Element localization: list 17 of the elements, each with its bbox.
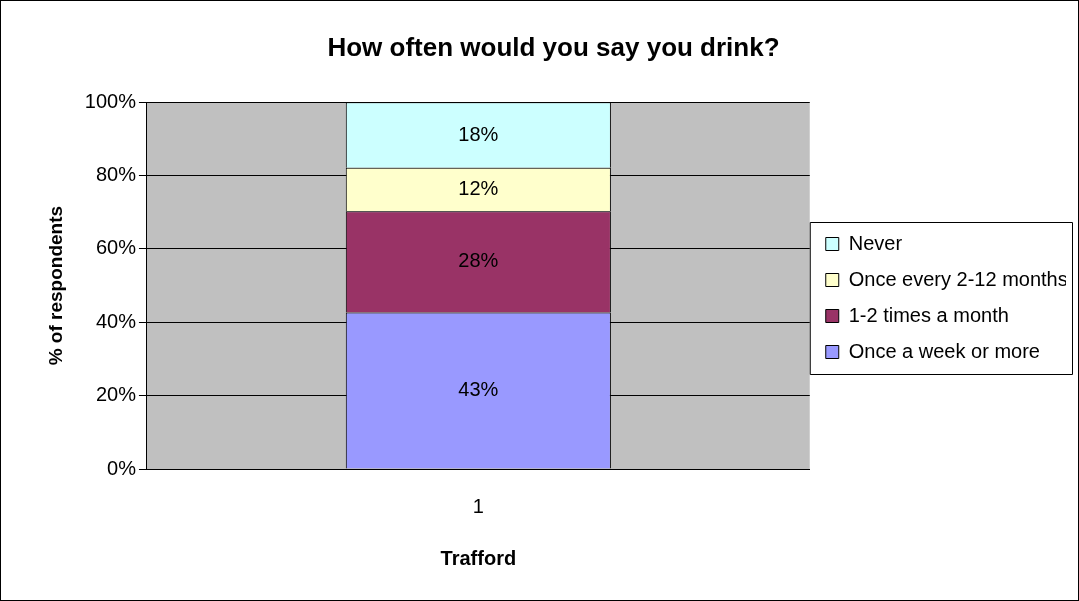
data-label: 28% xyxy=(458,249,499,272)
x-tick-label: 1 xyxy=(472,494,484,517)
data-label: 18% xyxy=(458,122,499,145)
legend-label: Once a week or more xyxy=(848,339,1040,362)
y-tick-label: 20% xyxy=(95,383,137,406)
y-axis-title: % of respondents xyxy=(44,205,66,366)
x-axis-title: Trafford xyxy=(440,546,517,569)
y-tick-label: 40% xyxy=(95,309,137,332)
y-tick-label: 0% xyxy=(107,456,137,479)
data-label: 43% xyxy=(458,377,499,400)
data-label: 12% xyxy=(458,177,499,200)
y-tick-label: 80% xyxy=(95,163,137,186)
legend-label: Never xyxy=(848,231,903,254)
y-tick-label: 60% xyxy=(95,236,137,259)
legend-label: 1-2 times a month xyxy=(848,303,1009,326)
chart-title: How often would you say you drink? xyxy=(327,31,780,62)
y-tick-label: 100% xyxy=(84,89,137,112)
